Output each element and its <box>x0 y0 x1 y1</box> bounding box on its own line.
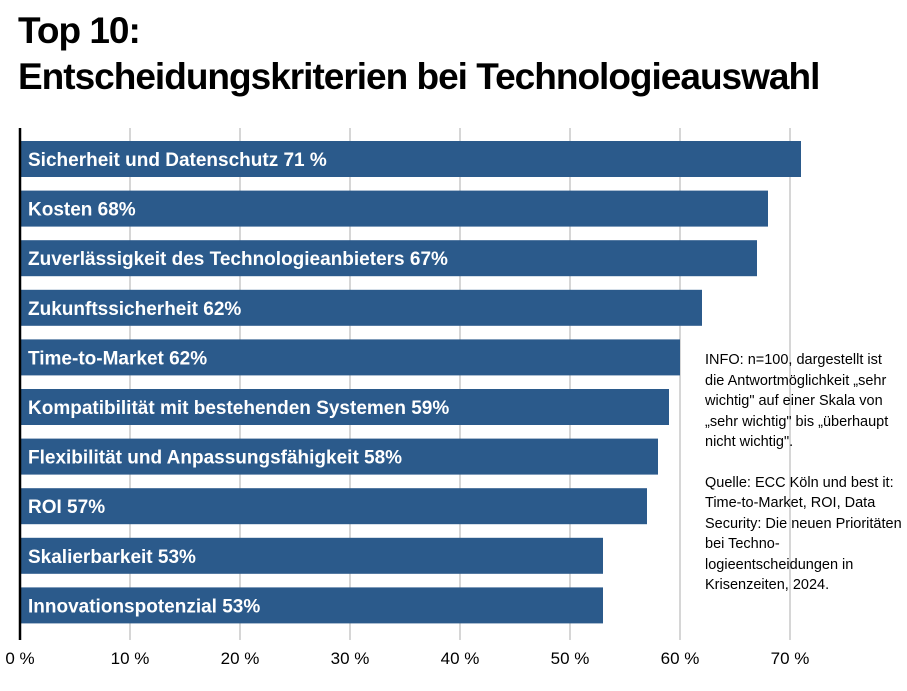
source-note: Quelle: ECC Köln und best it: Time-to-Ma… <box>705 474 902 594</box>
bar <box>20 289 702 326</box>
bar-label: Sicherheit und Datenschutz 71 % <box>28 150 327 171</box>
bar <box>20 141 801 177</box>
bar <box>20 438 658 475</box>
bar-label: Skalierbarkeit 53% <box>28 547 196 568</box>
bar-label: Kosten 68% <box>28 200 136 221</box>
bar <box>20 488 647 525</box>
x-tick-label: 50 % <box>551 649 590 668</box>
info-box: INFO: n=100, dargestellt ist die Antwort… <box>705 350 905 616</box>
x-tick-label: 70 % <box>771 649 810 668</box>
x-tick-label: 30 % <box>331 649 370 668</box>
bar <box>20 240 757 277</box>
info-note: INFO: n=100, dargestellt ist die Antwort… <box>705 352 889 450</box>
chart-title: Top 10: Entscheidungskriterien bei Techn… <box>18 8 820 100</box>
title-line-1: Top 10: <box>18 10 141 51</box>
bar <box>20 339 680 376</box>
x-tick-label: 40 % <box>441 649 480 668</box>
bar <box>20 587 603 624</box>
x-tick-label: 60 % <box>661 649 700 668</box>
x-tick-label: 20 % <box>221 649 260 668</box>
bar-label: Innovationspotenzial 53% <box>28 596 260 617</box>
x-tick-label: 10 % <box>111 649 150 668</box>
bar-label: Zukunftssicherheit 62% <box>28 299 241 320</box>
bar-label: Flexibilität und Anpassungsfähigkeit 58% <box>28 448 402 469</box>
bar <box>20 389 669 425</box>
bar <box>20 190 768 227</box>
bar <box>20 537 603 574</box>
x-tick-label: 0 % <box>5 649 34 668</box>
bar-label: Time-to-Market 62% <box>28 348 207 369</box>
title-line-2: Entscheidungskriterien bei Technologieau… <box>18 56 820 97</box>
bar-label: ROI 57% <box>28 497 105 518</box>
bar-label: Kompatibilität mit bestehenden Systemen … <box>28 398 449 419</box>
bar-label: Zuverlässigkeit des Technologieanbieters… <box>28 249 448 270</box>
